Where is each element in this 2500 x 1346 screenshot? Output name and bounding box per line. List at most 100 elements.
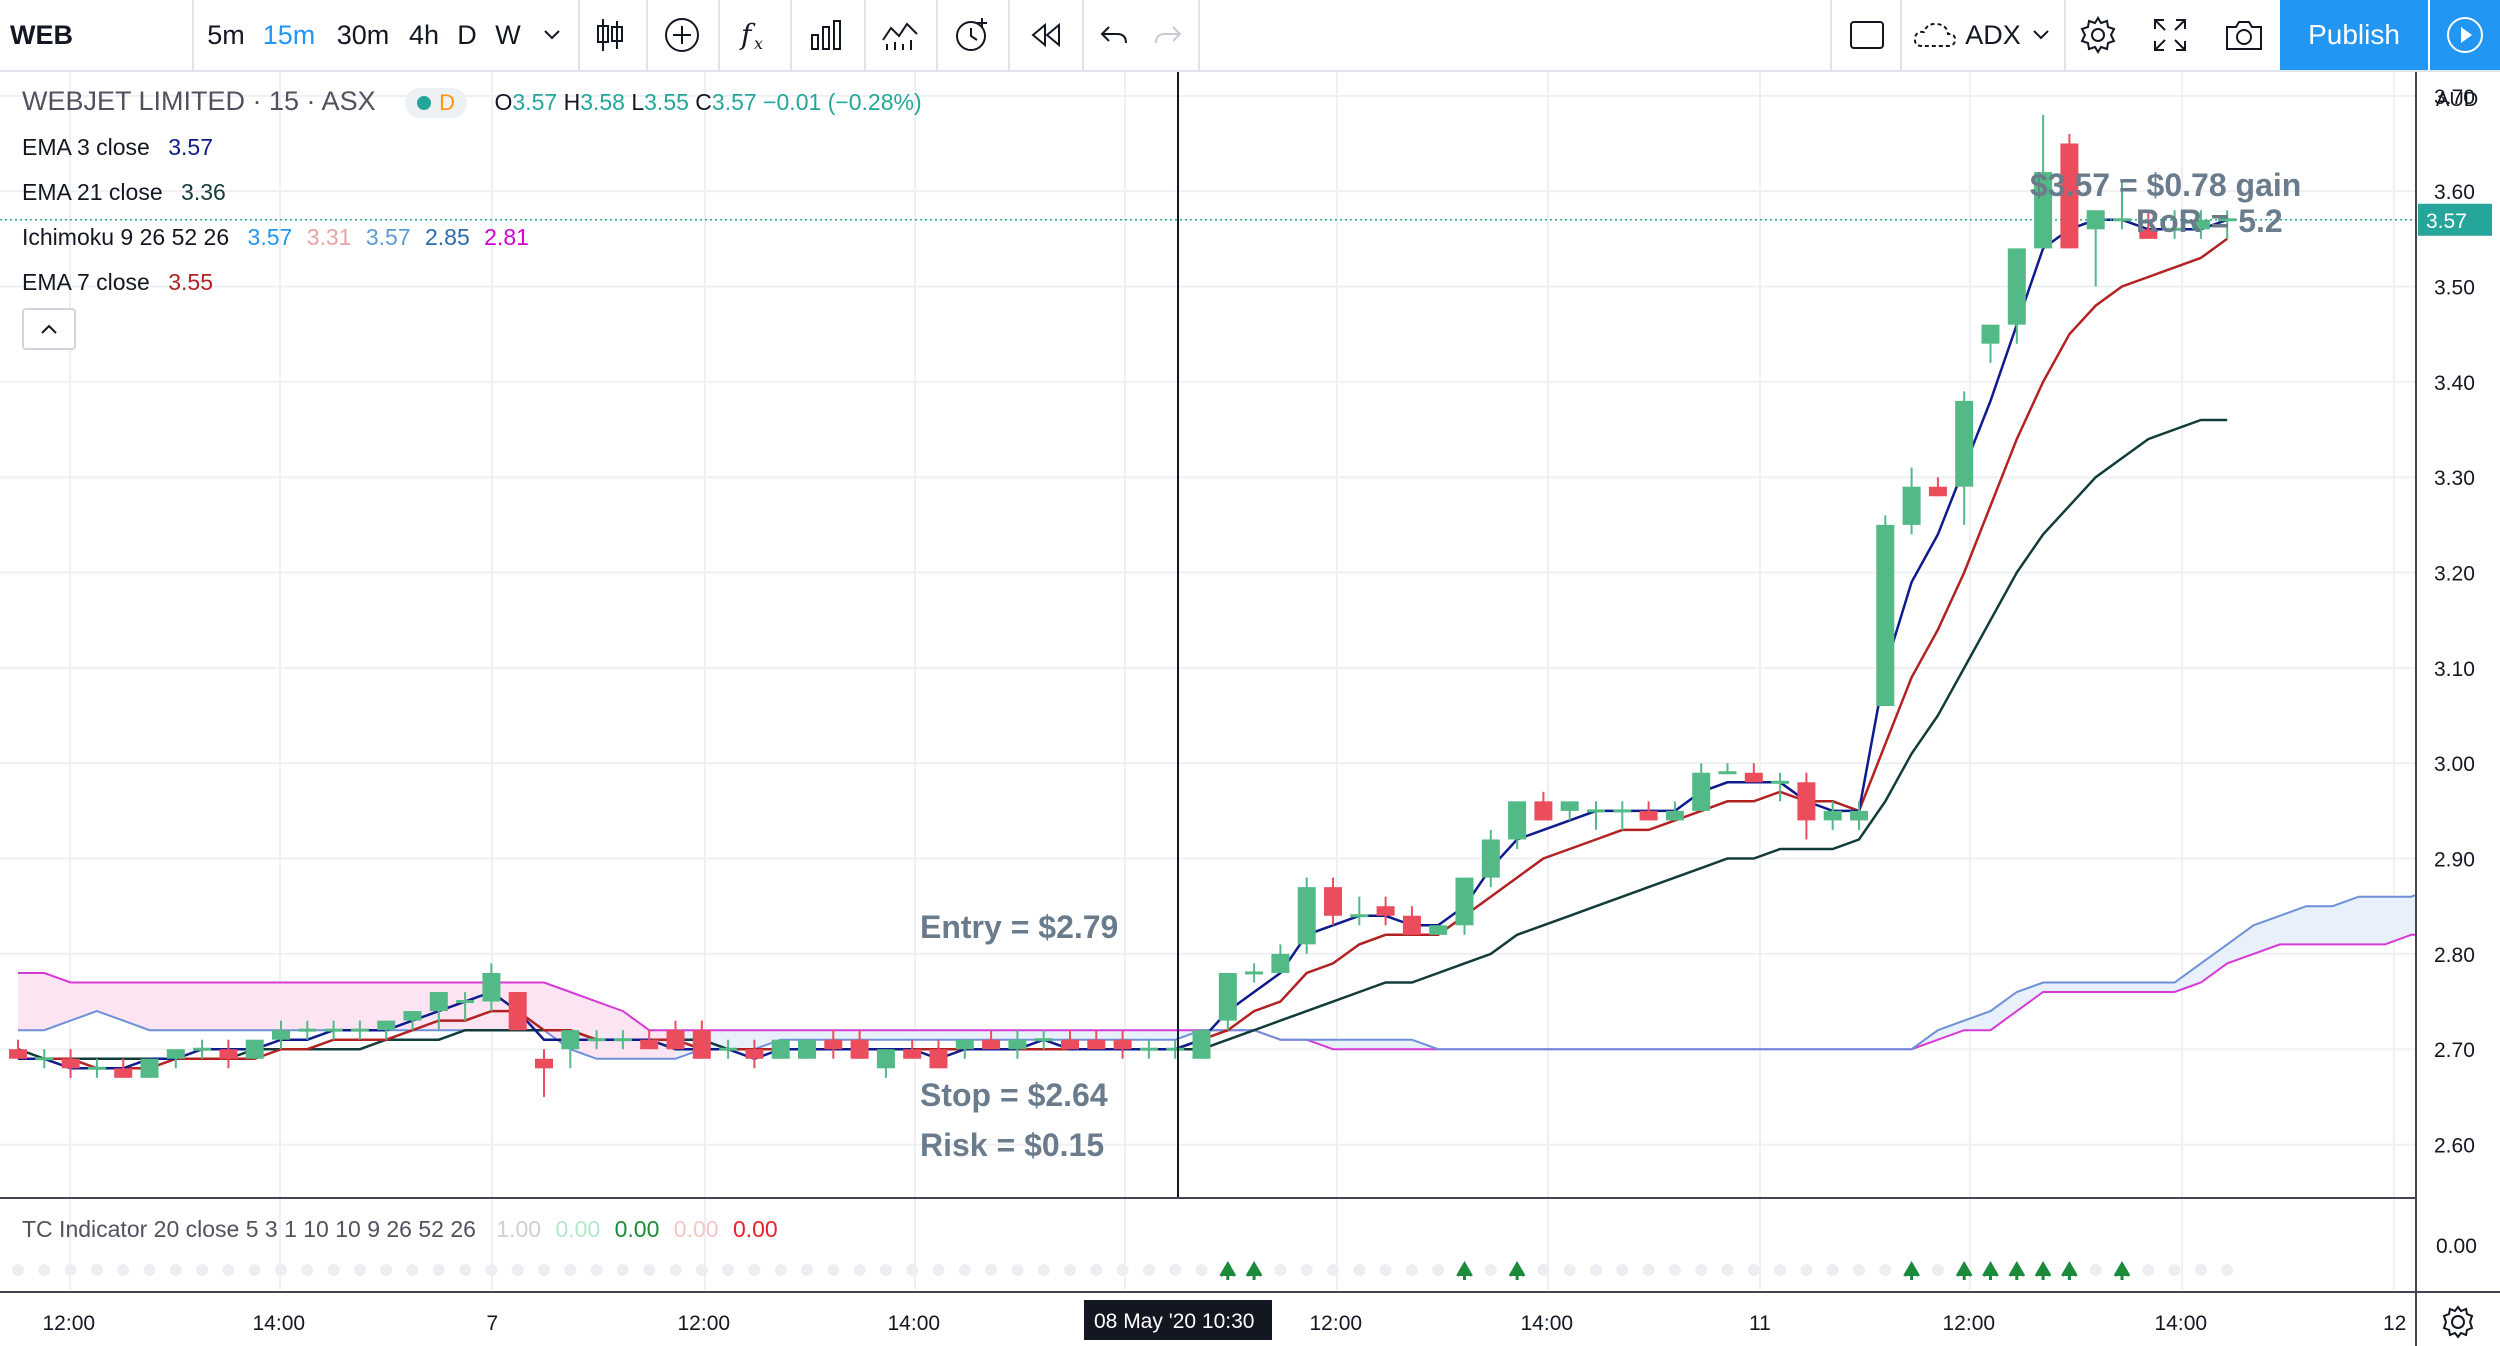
tc-neutral-dot xyxy=(353,1264,366,1276)
candle xyxy=(140,1058,159,1078)
legend-ema21[interactable]: EMA 21 close 3.36 xyxy=(22,179,226,206)
fullscreen-icon[interactable] xyxy=(2142,0,2198,70)
candle-body xyxy=(719,1047,738,1051)
ohlc-low: 3.55 xyxy=(644,89,689,115)
toolbar-divider xyxy=(1900,0,1902,70)
interval-d[interactable]: D xyxy=(457,19,477,50)
candle xyxy=(1271,944,1290,973)
candle-body xyxy=(2165,227,2184,231)
tc-neutral-dot xyxy=(117,1264,130,1276)
candle xyxy=(35,1049,54,1069)
candle-body xyxy=(535,1058,553,1069)
candle-body xyxy=(1560,801,1579,811)
time-tick-label: 12:00 xyxy=(43,1312,96,1335)
axis-settings-gear-icon[interactable] xyxy=(2442,1305,2474,1339)
interval-15m[interactable]: 15m xyxy=(262,19,316,50)
candle-body xyxy=(1034,1038,1053,1042)
legend-ichimoku[interactable]: Ichimoku 9 26 52 26 3.57 3.31 3.57 2.85 … xyxy=(22,224,529,251)
candle-body xyxy=(1534,801,1553,821)
candle xyxy=(982,1030,1001,1050)
tc-neutral-dot xyxy=(38,1264,51,1276)
tc-neutral-dot xyxy=(1721,1264,1734,1276)
exchange-dropdown-chevron-icon[interactable] xyxy=(2028,0,2054,70)
candle xyxy=(929,1039,948,1069)
publish-play-icon[interactable] xyxy=(2430,0,2500,70)
tc-neutral-dot xyxy=(1590,1264,1602,1276)
settings-gear-icon[interactable] xyxy=(2070,0,2126,70)
candle xyxy=(1429,925,1448,935)
compare-add-icon[interactable] xyxy=(654,0,710,70)
tc-neutral-dot xyxy=(1826,1264,1839,1276)
interval-5m[interactable]: 5m xyxy=(207,19,245,50)
candle xyxy=(1113,1030,1132,1059)
interval-4h[interactable]: 4h xyxy=(408,19,440,50)
candle xyxy=(456,992,475,1021)
candle xyxy=(640,1030,659,1050)
interval-30m[interactable]: 30m xyxy=(336,19,390,50)
toolbar-divider xyxy=(1008,0,1010,70)
financials-bar-chart-icon[interactable] xyxy=(798,0,854,70)
ema21-line xyxy=(17,418,2228,1061)
candle-body xyxy=(1245,971,1264,975)
candle xyxy=(1981,324,2000,363)
crosshair-time-tag xyxy=(1084,1300,1272,1340)
toolbar-divider xyxy=(790,0,792,70)
candles-chart-type-icon[interactable] xyxy=(584,0,636,70)
indicator-value: 3.57 xyxy=(168,134,213,160)
tc-neutral-dot xyxy=(511,1264,524,1276)
candle xyxy=(2086,210,2105,287)
candle-body xyxy=(2218,218,2237,222)
time-tick-label: 12:00 xyxy=(678,1312,731,1335)
price-tick-label: 2.80 xyxy=(2434,944,2475,967)
candle xyxy=(1455,877,1474,935)
candle-body xyxy=(429,992,448,1012)
tc-neutral-dot xyxy=(1484,1264,1497,1276)
interval-dropdown-chevron-icon[interactable] xyxy=(536,0,568,70)
indicator-label: EMA 21 close xyxy=(22,179,163,205)
candle-body xyxy=(1850,810,1868,821)
legend-ema7[interactable]: EMA 7 close 3.55 xyxy=(22,269,213,296)
bar-replay-rewind-icon[interactable] xyxy=(1018,0,1074,70)
candle xyxy=(1560,801,1579,821)
candle xyxy=(61,1049,80,1078)
publish-button[interactable]: Publish xyxy=(2280,0,2428,70)
tc-neutral-dot xyxy=(722,1264,735,1276)
templates-chart-icon[interactable] xyxy=(872,0,928,70)
snapshot-camera-icon[interactable] xyxy=(2216,0,2272,70)
candle xyxy=(1376,896,1395,926)
toolbar-divider xyxy=(1198,0,1200,70)
candle-body xyxy=(1823,810,1842,821)
exchange-label[interactable]: ADX xyxy=(1965,19,2021,50)
redo-icon[interactable] xyxy=(1146,0,1190,70)
chart-canvas[interactable]: Entry = $2.79 Stop = $2.64 Risk = $0.15 $3.… xyxy=(0,72,2500,1346)
candle-body xyxy=(1402,915,1421,935)
interval-w[interactable]: W xyxy=(495,19,521,50)
undo-icon[interactable] xyxy=(1092,0,1136,70)
cloud-save-icon[interactable] xyxy=(1910,0,1960,70)
candle-body xyxy=(87,1066,106,1070)
candle xyxy=(272,1020,290,1050)
legend-ema3[interactable]: EMA 3 close 3.57 xyxy=(22,134,213,161)
ohlc-values: O3.57 H3.58 L3.55 C3.57 −0.01 (−0.28%) xyxy=(495,89,922,115)
candle xyxy=(2034,114,2053,249)
indicator-value: 1.00 xyxy=(496,1216,542,1242)
alert-clock-icon[interactable] xyxy=(944,0,1000,70)
risk-annotation: Risk = $0.15 xyxy=(920,1127,1104,1163)
tc-legend[interactable]: TC Indicator 20 close 5 3 1 10 10 9 26 5… xyxy=(22,1216,778,1243)
candle xyxy=(955,1039,974,1059)
candle-body xyxy=(666,1030,685,1050)
candle xyxy=(587,1030,606,1050)
candle-body xyxy=(1639,810,1658,821)
candle-body xyxy=(1218,972,1237,1021)
gear-outline xyxy=(2442,1305,2474,1339)
toolbar-divider xyxy=(646,0,648,70)
ohlc-high: 3.58 xyxy=(580,89,625,115)
collapse-legend-button[interactable] xyxy=(22,308,76,350)
price-tick-label: 3.50 xyxy=(2434,277,2475,300)
toolbar-divider xyxy=(192,0,194,70)
tc-up-arrow xyxy=(2034,1261,2052,1280)
candle xyxy=(561,1030,580,1069)
symbol-search[interactable]: WEB xyxy=(10,19,73,50)
layout-square-icon[interactable] xyxy=(1840,0,1894,70)
